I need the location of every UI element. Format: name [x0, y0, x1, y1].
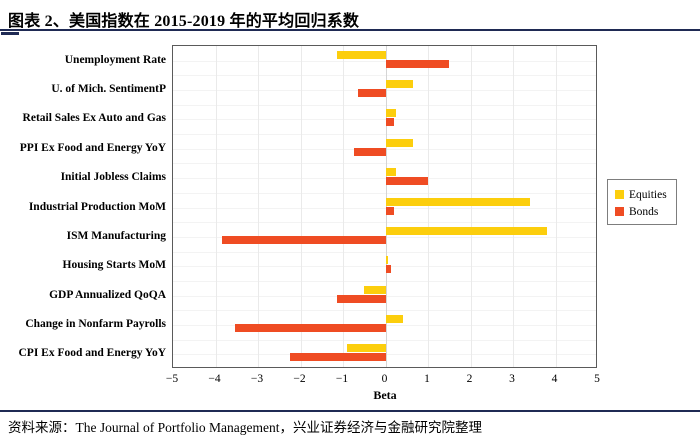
x-tick-label: −5 [165, 373, 179, 385]
gridline-vertical [555, 46, 557, 367]
gridline-horizontal [173, 178, 596, 180]
x-axis-title: Beta [373, 388, 397, 402]
figure-title: 图表 2、美国指数在 2015-2019 年的平均回归系数 [8, 13, 360, 30]
category-label: Industrial Production MoM [28, 200, 166, 213]
bar-bonds [221, 235, 386, 244]
bar-bonds [385, 118, 394, 127]
gridline-vertical [513, 46, 514, 367]
bar-equities [347, 344, 386, 353]
x-tick-label: −1 [335, 373, 349, 385]
bar-bonds [353, 147, 386, 156]
bar-bonds [336, 294, 386, 303]
category-label: U. of Mich. SentimentP [51, 83, 166, 96]
category-label: Initial Jobless Claims [60, 171, 166, 184]
gridline-horizontal [173, 310, 596, 312]
plot-area [172, 45, 597, 368]
bar-equities [385, 314, 403, 323]
gridline-horizontal [173, 339, 596, 341]
bar-bonds [234, 323, 386, 332]
title-underline-accent [1, 31, 19, 35]
x-tick-label: 2 [466, 373, 473, 385]
equities-swatch-icon [615, 190, 624, 199]
gridline-vertical [470, 46, 472, 367]
x-tick-label: −3 [250, 373, 264, 385]
gridline-horizontal [173, 192, 596, 194]
legend-label-bonds: Bonds [629, 205, 659, 218]
gridline-horizontal [173, 280, 596, 282]
bar-equities [385, 109, 397, 118]
gridline-vertical [300, 46, 302, 367]
gridline-horizontal [173, 222, 596, 224]
x-tick-label: 5 [594, 373, 600, 385]
gridline-horizontal [173, 266, 596, 268]
gridline-vertical [258, 46, 259, 367]
category-label: ISM Manufacturing [66, 229, 166, 242]
bar-bonds [385, 206, 394, 215]
category-label: Change in Nonfarm Payrolls [25, 317, 166, 330]
bar-equities [385, 168, 397, 177]
category-label: CPI Ex Food and Energy YoY [18, 347, 167, 360]
legend-entry-equities: Equities [615, 186, 676, 203]
x-tick-label: −4 [208, 373, 221, 385]
bar-bonds [385, 265, 391, 274]
gridline-horizontal [173, 134, 596, 136]
category-label: Housing Starts MoM [62, 259, 167, 272]
title-underline [0, 29, 700, 31]
gridline-horizontal [173, 163, 596, 165]
bar-equities [385, 80, 414, 89]
gridline-horizontal [173, 251, 596, 253]
bar-bonds [357, 89, 386, 98]
x-tick-label: 3 [509, 373, 515, 385]
source-note: 资料来源：The Journal of Portfolio Management… [8, 420, 482, 435]
bar-equities [364, 285, 386, 294]
footer-rule [0, 410, 700, 412]
x-tick-label: −2 [293, 373, 306, 385]
bar-equities [385, 197, 530, 206]
bar-bonds [289, 353, 386, 362]
x-tick-label: 4 [551, 373, 558, 385]
bonds-swatch-icon [615, 207, 624, 216]
bar-equities [336, 50, 386, 59]
legend-entry-bonds: Bonds [615, 203, 676, 220]
x-tick-label: 0 [381, 373, 388, 385]
gridline-vertical [343, 46, 344, 367]
bar-equities [385, 256, 388, 265]
category-label: GDP Annualized QoQA [49, 288, 166, 301]
gridline-horizontal [173, 104, 596, 106]
category-label: Retail Sales Ex Auto and Gas [22, 112, 166, 125]
bar-bonds [385, 177, 428, 186]
category-label: Unemployment Rate [64, 53, 166, 66]
bar-equities [385, 138, 414, 147]
category-label: PPI Ex Food and Energy YoY [19, 141, 166, 154]
bar-bonds [385, 59, 450, 68]
gridline-horizontal [173, 119, 596, 121]
gridline-horizontal [173, 207, 596, 209]
gridline-horizontal [173, 75, 596, 77]
bar-equities [385, 226, 547, 235]
legend: Equities Bonds [607, 179, 677, 225]
legend-label-equities: Equities [629, 188, 667, 201]
gridline-vertical [215, 46, 217, 367]
gridline-vertical [428, 46, 429, 367]
gridline-horizontal [173, 60, 596, 62]
x-tick-label: 1 [424, 373, 430, 385]
